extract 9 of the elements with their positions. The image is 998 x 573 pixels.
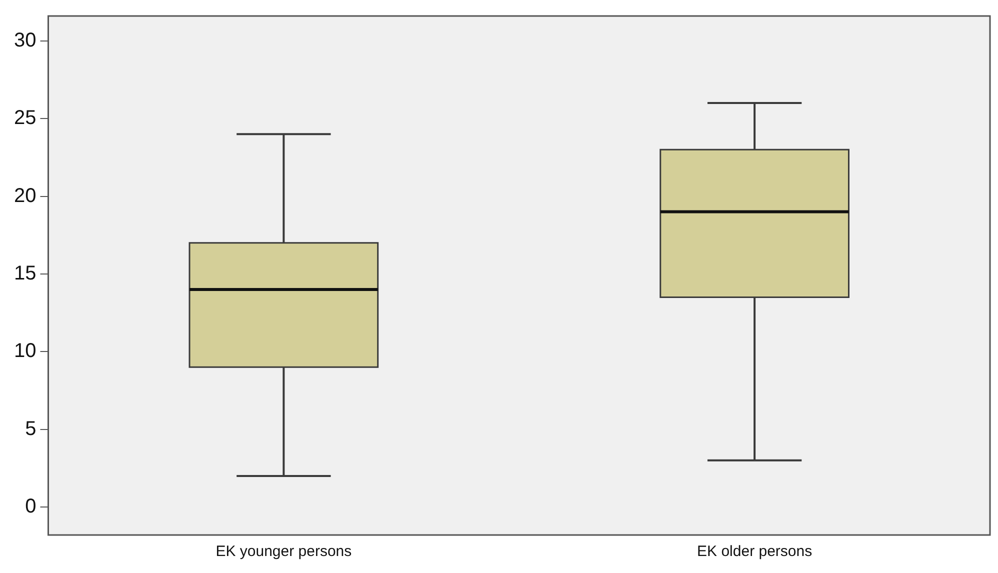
y-tick-label: 15 [14, 262, 36, 284]
y-tick-label: 0 [25, 496, 36, 518]
y-tick-label: 10 [14, 340, 36, 362]
x-tick-label: EK older persons [697, 543, 812, 560]
y-tick-label: 5 [25, 418, 36, 440]
y-tick-label: 25 [14, 107, 36, 130]
y-tick-label: 30 [14, 29, 36, 52]
y-tick-label: 20 [14, 184, 36, 207]
x-tick-label: EK younger persons [216, 543, 352, 560]
